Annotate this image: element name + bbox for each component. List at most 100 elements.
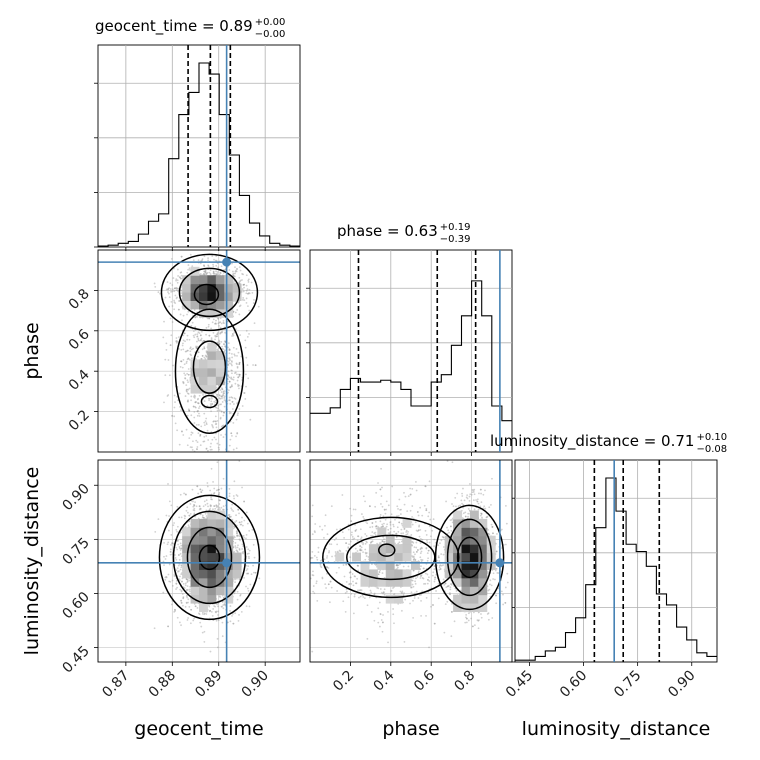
sample-point [236, 379, 239, 382]
sample-point [230, 360, 233, 362]
sample-point [217, 407, 219, 410]
sample-point [239, 523, 242, 526]
sample-point [243, 286, 245, 289]
sample-point [245, 569, 248, 572]
sample-point [215, 438, 217, 441]
sample-point [238, 363, 241, 366]
sample-point [258, 345, 261, 347]
sample-point [227, 320, 229, 323]
sample-point [230, 385, 233, 388]
sample-point [201, 516, 204, 519]
sample-point [217, 614, 219, 616]
sample-point [215, 426, 218, 429]
sample-point [185, 389, 188, 392]
density-cell [215, 300, 225, 310]
sample-point [236, 431, 239, 434]
sample-point [199, 513, 201, 516]
sample-point [186, 358, 189, 361]
sample-point [188, 358, 191, 361]
sample-point [173, 610, 176, 613]
sample-point [229, 362, 231, 365]
sample-point [189, 622, 192, 625]
sample-point [188, 267, 191, 270]
sample-point [241, 279, 243, 281]
sample-point [221, 394, 224, 397]
sample-point [188, 514, 191, 517]
sample-point [227, 375, 229, 378]
sample-point [245, 572, 248, 575]
sample-point [192, 330, 195, 333]
sample-point [220, 265, 223, 268]
sample-point [183, 332, 186, 335]
sample-point [193, 512, 196, 515]
sample-point [206, 317, 209, 320]
sample-point [186, 271, 189, 274]
sample-point [197, 432, 200, 435]
sample-point [198, 332, 201, 334]
sample-point [204, 407, 207, 410]
sample-point [203, 273, 206, 275]
sample-point [235, 514, 237, 517]
sample-point [230, 432, 233, 435]
sample-point [228, 487, 231, 490]
density-cell [207, 384, 217, 394]
sample-point [203, 435, 206, 438]
sample-point [241, 548, 244, 550]
sample-point [185, 428, 188, 431]
sample-point [201, 514, 204, 517]
sample-point [245, 585, 247, 588]
contour-line [178, 267, 241, 318]
sample-point [187, 524, 190, 527]
sample-point [167, 529, 170, 532]
sample-point [231, 333, 234, 335]
sample-point [235, 447, 238, 450]
sample-point [235, 549, 238, 552]
sample-point [242, 552, 245, 555]
sample-point [207, 264, 210, 267]
sample-point [253, 571, 255, 574]
sample-point [174, 287, 176, 290]
sample-point [190, 399, 193, 402]
sample-point [234, 536, 236, 539]
sample-point [203, 612, 206, 615]
sample-point [243, 283, 245, 286]
sample-point [222, 390, 225, 393]
sample-point [183, 587, 186, 589]
sample-point [208, 271, 211, 274]
sample-point [205, 499, 208, 502]
sample-point [176, 548, 179, 551]
sample-point [205, 515, 208, 517]
sample-point [215, 406, 218, 409]
sample-point [184, 605, 187, 608]
sample-point [159, 292, 162, 295]
sample-point [244, 339, 247, 342]
sample-point [211, 255, 214, 258]
sample-point [180, 566, 183, 569]
sample-point [250, 573, 253, 576]
sample-point [184, 340, 186, 343]
sample-point [187, 393, 190, 395]
sample-point [180, 602, 183, 604]
sample-point [239, 334, 242, 336]
sample-point [168, 500, 171, 503]
sample-point [203, 347, 206, 350]
sample-point [194, 401, 197, 404]
sample-point [205, 417, 208, 420]
sample-point [175, 340, 178, 343]
sample-point [197, 402, 200, 405]
sample-point [234, 311, 237, 314]
sample-point [247, 565, 250, 568]
sample-point [207, 325, 210, 328]
sample-point [178, 392, 181, 395]
sample-point [187, 400, 189, 403]
sample-point [215, 393, 218, 396]
sample-point [205, 422, 208, 424]
sample-point [174, 608, 176, 611]
sample-point [230, 396, 233, 399]
sample-point [219, 417, 222, 420]
sample-point [173, 415, 176, 418]
sample-point [176, 530, 178, 533]
sample-point [219, 389, 222, 392]
sample-point [248, 529, 251, 532]
density-cell [199, 376, 208, 386]
